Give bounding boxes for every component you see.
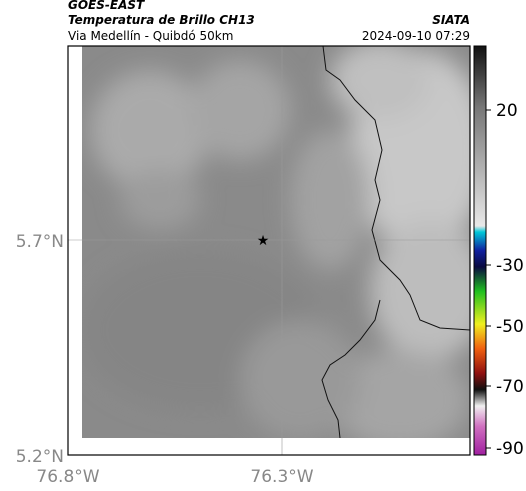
route: Via Medellín - Quibdó 50km — [68, 29, 233, 43]
satellite-image — [82, 46, 470, 438]
lat-label: 5.2°N — [16, 447, 64, 467]
title: GOES-EAST — [68, 0, 145, 12]
map-frame — [67, 45, 471, 456]
colorbar-ticks: 20 -30 -50 -70 -90 — [486, 101, 524, 459]
colorbar-label: 20 — [496, 101, 518, 121]
colorbar-label: -30 — [496, 256, 524, 276]
colorbar-label: -70 — [496, 377, 524, 397]
subtitle: Temperatura de Brillo CH13 — [68, 13, 255, 27]
timestamp: 2024-09-10 07:29 — [362, 29, 470, 43]
colorbar — [473, 45, 487, 456]
colorbar-label: -90 — [496, 439, 524, 459]
location-star: ★ — [257, 233, 270, 249]
lat-label: 5.7°N — [16, 232, 64, 252]
lon-label: 76.3°W — [250, 467, 313, 487]
lon-label: 76.8°W — [36, 467, 99, 487]
source: SIATA — [432, 13, 470, 27]
colorbar-label: -50 — [496, 317, 524, 337]
